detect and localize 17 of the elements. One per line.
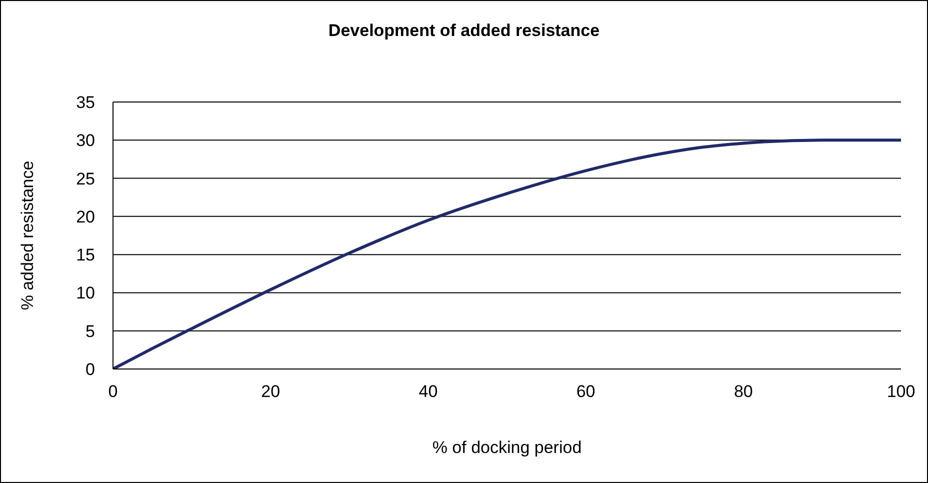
y-tick-label: 20: [76, 207, 95, 226]
x-tick-label: 40: [418, 382, 438, 402]
x-tick-label: 0: [108, 382, 118, 402]
y-tick-label: 35: [76, 93, 95, 112]
x-tick-label: 60: [576, 382, 596, 402]
x-tick-label: 20: [261, 382, 280, 402]
y-tick-label: 5: [86, 322, 95, 341]
y-tick-label: 15: [76, 246, 95, 265]
y-tick-label: 25: [76, 169, 95, 188]
x-tick-label: 100: [886, 382, 916, 402]
y-axis-title: % added resistance: [18, 160, 38, 310]
y-tick-label: 0: [86, 360, 95, 380]
y-tick-label: 10: [76, 284, 95, 303]
x-tick-label: 80: [734, 382, 753, 402]
y-tick-label: 30: [76, 131, 95, 150]
x-axis-title: % of docking period: [432, 438, 582, 458]
chart-title: Development of added resistance: [327, 21, 601, 41]
